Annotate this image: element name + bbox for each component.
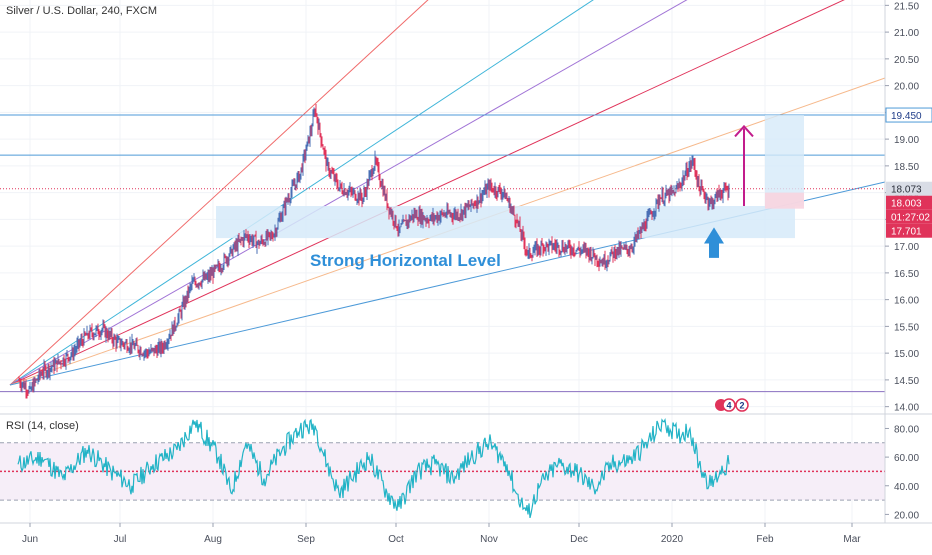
price-axis-label: 21.00 [894,28,919,39]
support-arrow [704,227,724,258]
time-axis-label: Jun [22,534,38,545]
target-zone-box [765,115,804,206]
stop-zone-box [765,192,804,209]
fan-line [9,0,845,386]
rsi-title: RSI (14, close) [6,420,79,432]
rsi-axis-label: 60.00 [894,453,919,464]
last-price-tag-bg [886,181,932,196]
horizontal-level-zone [216,206,795,239]
level-price-tag: 17.701 [891,227,922,238]
price-axis-label: 17.00 [894,242,919,253]
time-axis-label: Oct [388,534,404,545]
price-axis-label: 16.50 [894,269,919,280]
target-price-tag: 19.450 [891,111,922,122]
target-arrow-head [734,124,754,138]
last-price-tag: 18.073 [891,185,922,196]
fan-line [9,0,429,386]
price-axis-label: 14.50 [894,376,919,387]
countdown-tag-bg [886,209,932,224]
fan-line [9,0,594,386]
time-axis-label: 2020 [661,534,684,545]
time-axis-label: Dec [570,534,588,545]
time-axis-label: Mar [843,534,861,545]
rsi-axis-label: 20.00 [894,510,919,521]
time-axis-label: Nov [480,534,498,545]
event-badge-count-4: 4 [726,401,731,411]
time-axis-label: Feb [756,534,774,545]
price-axis-label: 21.50 [894,1,919,12]
price-axis-label: 15.00 [894,349,919,360]
price-axis-label: 15.50 [894,322,919,333]
bid-price-tag: 18.003 [891,199,922,210]
target-price-tag-border [885,107,932,123]
price-axis-label: 20.50 [894,55,919,66]
event-badge-right [735,398,749,412]
time-axis-label: Aug [204,534,222,545]
event-badge-count-2: 2 [739,401,744,411]
rsi-line [17,417,730,519]
level-price-tag-bg [886,223,932,238]
countdown-tag: 01:27:02 [891,213,930,224]
bid-price-tag-bg [886,195,932,210]
time-axis-label: Jul [114,534,127,545]
price-axis-label: 16.00 [894,296,919,307]
event-badge-left [722,398,736,412]
rsi-axis-label: 80.00 [894,424,919,435]
chart-title: Silver / U.S. Dollar, 240, FXCM [6,5,157,17]
strong-horizontal-level-label: Strong Horizontal Level [310,251,501,270]
target-price-tag-bg [886,108,932,123]
time-axis-label: Sep [297,534,315,545]
price-axis-label: 20.00 [894,82,919,93]
price-axis-label: 14.00 [894,403,919,414]
price-axis-label: 18.50 [894,162,919,173]
price-axis-label: 19.00 [894,135,919,146]
rsi-axis-label: 40.00 [894,482,919,493]
